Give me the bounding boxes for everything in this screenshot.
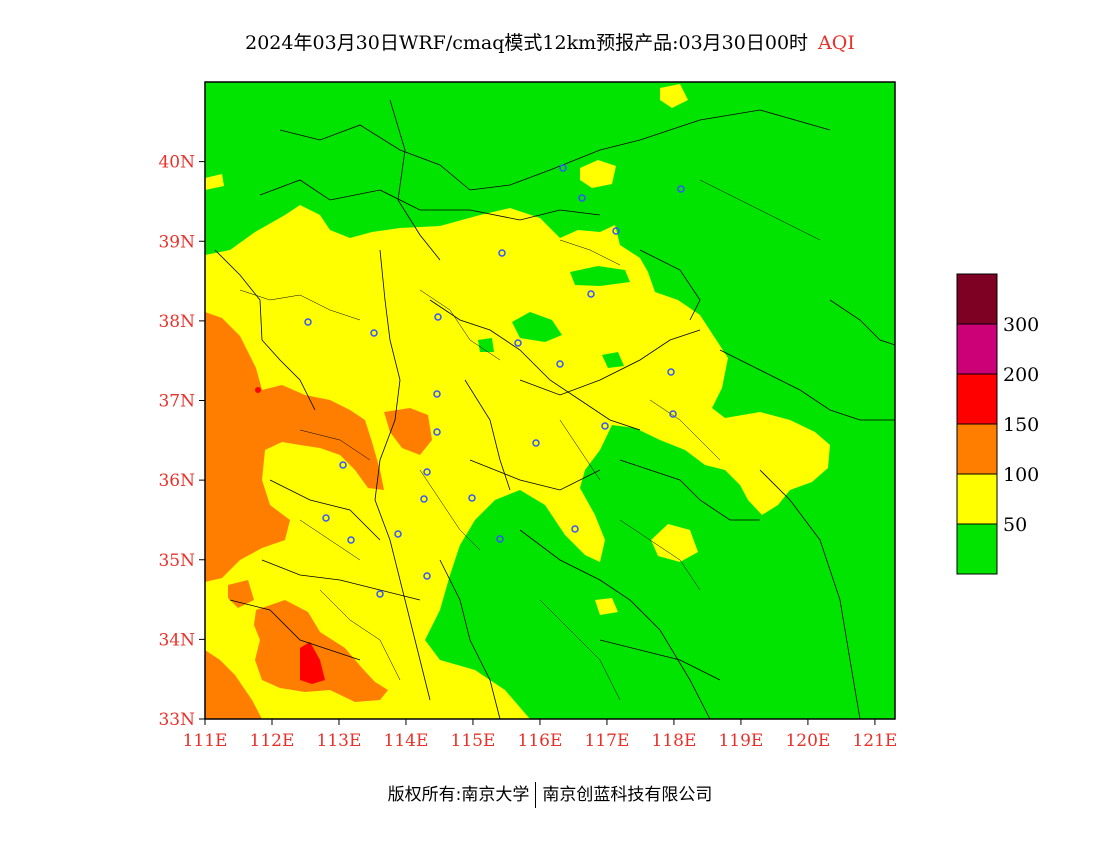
lon-tick-label: 119E (718, 731, 763, 751)
legend-label: 150 (1003, 414, 1039, 436)
city-marker (433, 390, 441, 398)
city-marker (423, 572, 431, 580)
city-marker (347, 536, 355, 544)
lat-tick-label: 35N (158, 551, 195, 571)
city-marker (304, 318, 312, 326)
aqi-level-usg-area (205, 650, 262, 719)
lat-tick-label: 37N (158, 392, 195, 412)
legend-label: 200 (1003, 364, 1039, 386)
legend-label: 50 (1003, 514, 1027, 536)
aqi-level-usg-area (384, 408, 432, 455)
lat-tick-label: 38N (158, 312, 195, 332)
lat-tick-label: 39N (158, 232, 195, 252)
aqi-good-patch (512, 312, 562, 342)
legend-swatch (956, 273, 998, 325)
lat-tick-label: 34N (158, 630, 195, 650)
company-text: 南京创蓝科技有限公司 (542, 785, 713, 805)
city-marker (612, 227, 620, 235)
lon-tick-label: 120E (785, 731, 830, 751)
legend-swatch (956, 373, 998, 425)
city-marker (376, 590, 384, 598)
city-marker (667, 368, 675, 376)
city-marker (433, 428, 441, 436)
city-marker (514, 339, 522, 347)
lon-tick-label: 121E (852, 731, 897, 751)
lon-tick-label: 114E (384, 731, 429, 751)
legend-swatch (956, 473, 998, 525)
title-text: 2024年03月30日WRF/cmaq模式12km预报产品:03月30日00时 (245, 32, 809, 54)
aqi-level-moderate-area (205, 205, 830, 719)
city-marker (496, 535, 504, 543)
city-marker (669, 410, 677, 418)
copyright-text: 版权所有:南京大学 (387, 785, 530, 805)
aqi-color-legend: 300 200 150 100 50 (956, 273, 1039, 575)
legend-swatch (956, 523, 998, 575)
lon-tick-label: 115E (451, 731, 496, 751)
legend-swatch (956, 423, 998, 475)
lon-tick-label: 117E (585, 731, 630, 751)
aqi-moderate-patch (595, 598, 618, 615)
aqi-moderate-patch (580, 160, 616, 188)
lon-tick-label: 112E (250, 731, 295, 751)
city-marker (677, 185, 685, 193)
city-marker (434, 313, 442, 321)
aqi-field (205, 82, 895, 719)
aqi-good-patch (602, 352, 624, 368)
city-marker (601, 422, 609, 430)
aqi-level-usg-area (254, 600, 388, 702)
city-marker (587, 290, 595, 298)
city-marker (339, 461, 347, 469)
product-label: AQI (818, 32, 855, 54)
lat-tick-label: 36N (158, 471, 195, 491)
city-marker (468, 494, 476, 502)
city-marker (559, 164, 567, 172)
county-boundaries (239, 179, 821, 701)
city-marker (498, 249, 506, 257)
city-marker (578, 194, 586, 202)
latitude-axis: 40N 39N 38N 37N 36N 35N 34N 33N (158, 153, 205, 730)
aqi-moderate-patch (660, 84, 688, 108)
city-marker (370, 329, 378, 337)
aqi-moderate-patch (651, 524, 698, 562)
legend-label: 300 (1003, 314, 1039, 336)
footer-divider (535, 782, 537, 808)
aqi-level-unhealthy-area (300, 642, 325, 684)
city-marker (532, 439, 540, 447)
lon-tick-label: 111E (183, 731, 228, 751)
map-title: 2024年03月30日WRF/cmaq模式12km预报产品:03月30日00时 A… (0, 28, 1100, 55)
aqi-good-patch (478, 338, 494, 352)
lon-tick-label: 118E (652, 731, 697, 751)
city-markers (304, 164, 685, 598)
city-marker (423, 468, 431, 476)
aqi-level-usg-area (205, 312, 384, 582)
city-marker (394, 530, 402, 538)
legend-swatch (956, 323, 998, 375)
lon-tick-label: 113E (317, 731, 362, 751)
lon-tick-label: 116E (518, 731, 563, 751)
longitude-axis: 111E 112E 113E 114E 115E 116E 117E 118E 119E 120E… (183, 719, 897, 751)
city-marker (322, 514, 330, 522)
aqi-good-patch (570, 266, 630, 286)
city-marker (556, 360, 564, 368)
copyright-footer: 版权所有:南京大学 南京创蓝科技有限公司 (0, 780, 1100, 808)
city-marker (571, 525, 579, 533)
aqi-unhealthy-spot (255, 387, 261, 393)
lat-tick-label: 40N (158, 153, 195, 173)
aqi-moderate-patch (205, 174, 224, 190)
city-marker (420, 495, 428, 503)
lat-tick-label: 33N (158, 710, 195, 730)
province-boundaries (214, 99, 895, 719)
legend-label: 100 (1003, 464, 1039, 486)
